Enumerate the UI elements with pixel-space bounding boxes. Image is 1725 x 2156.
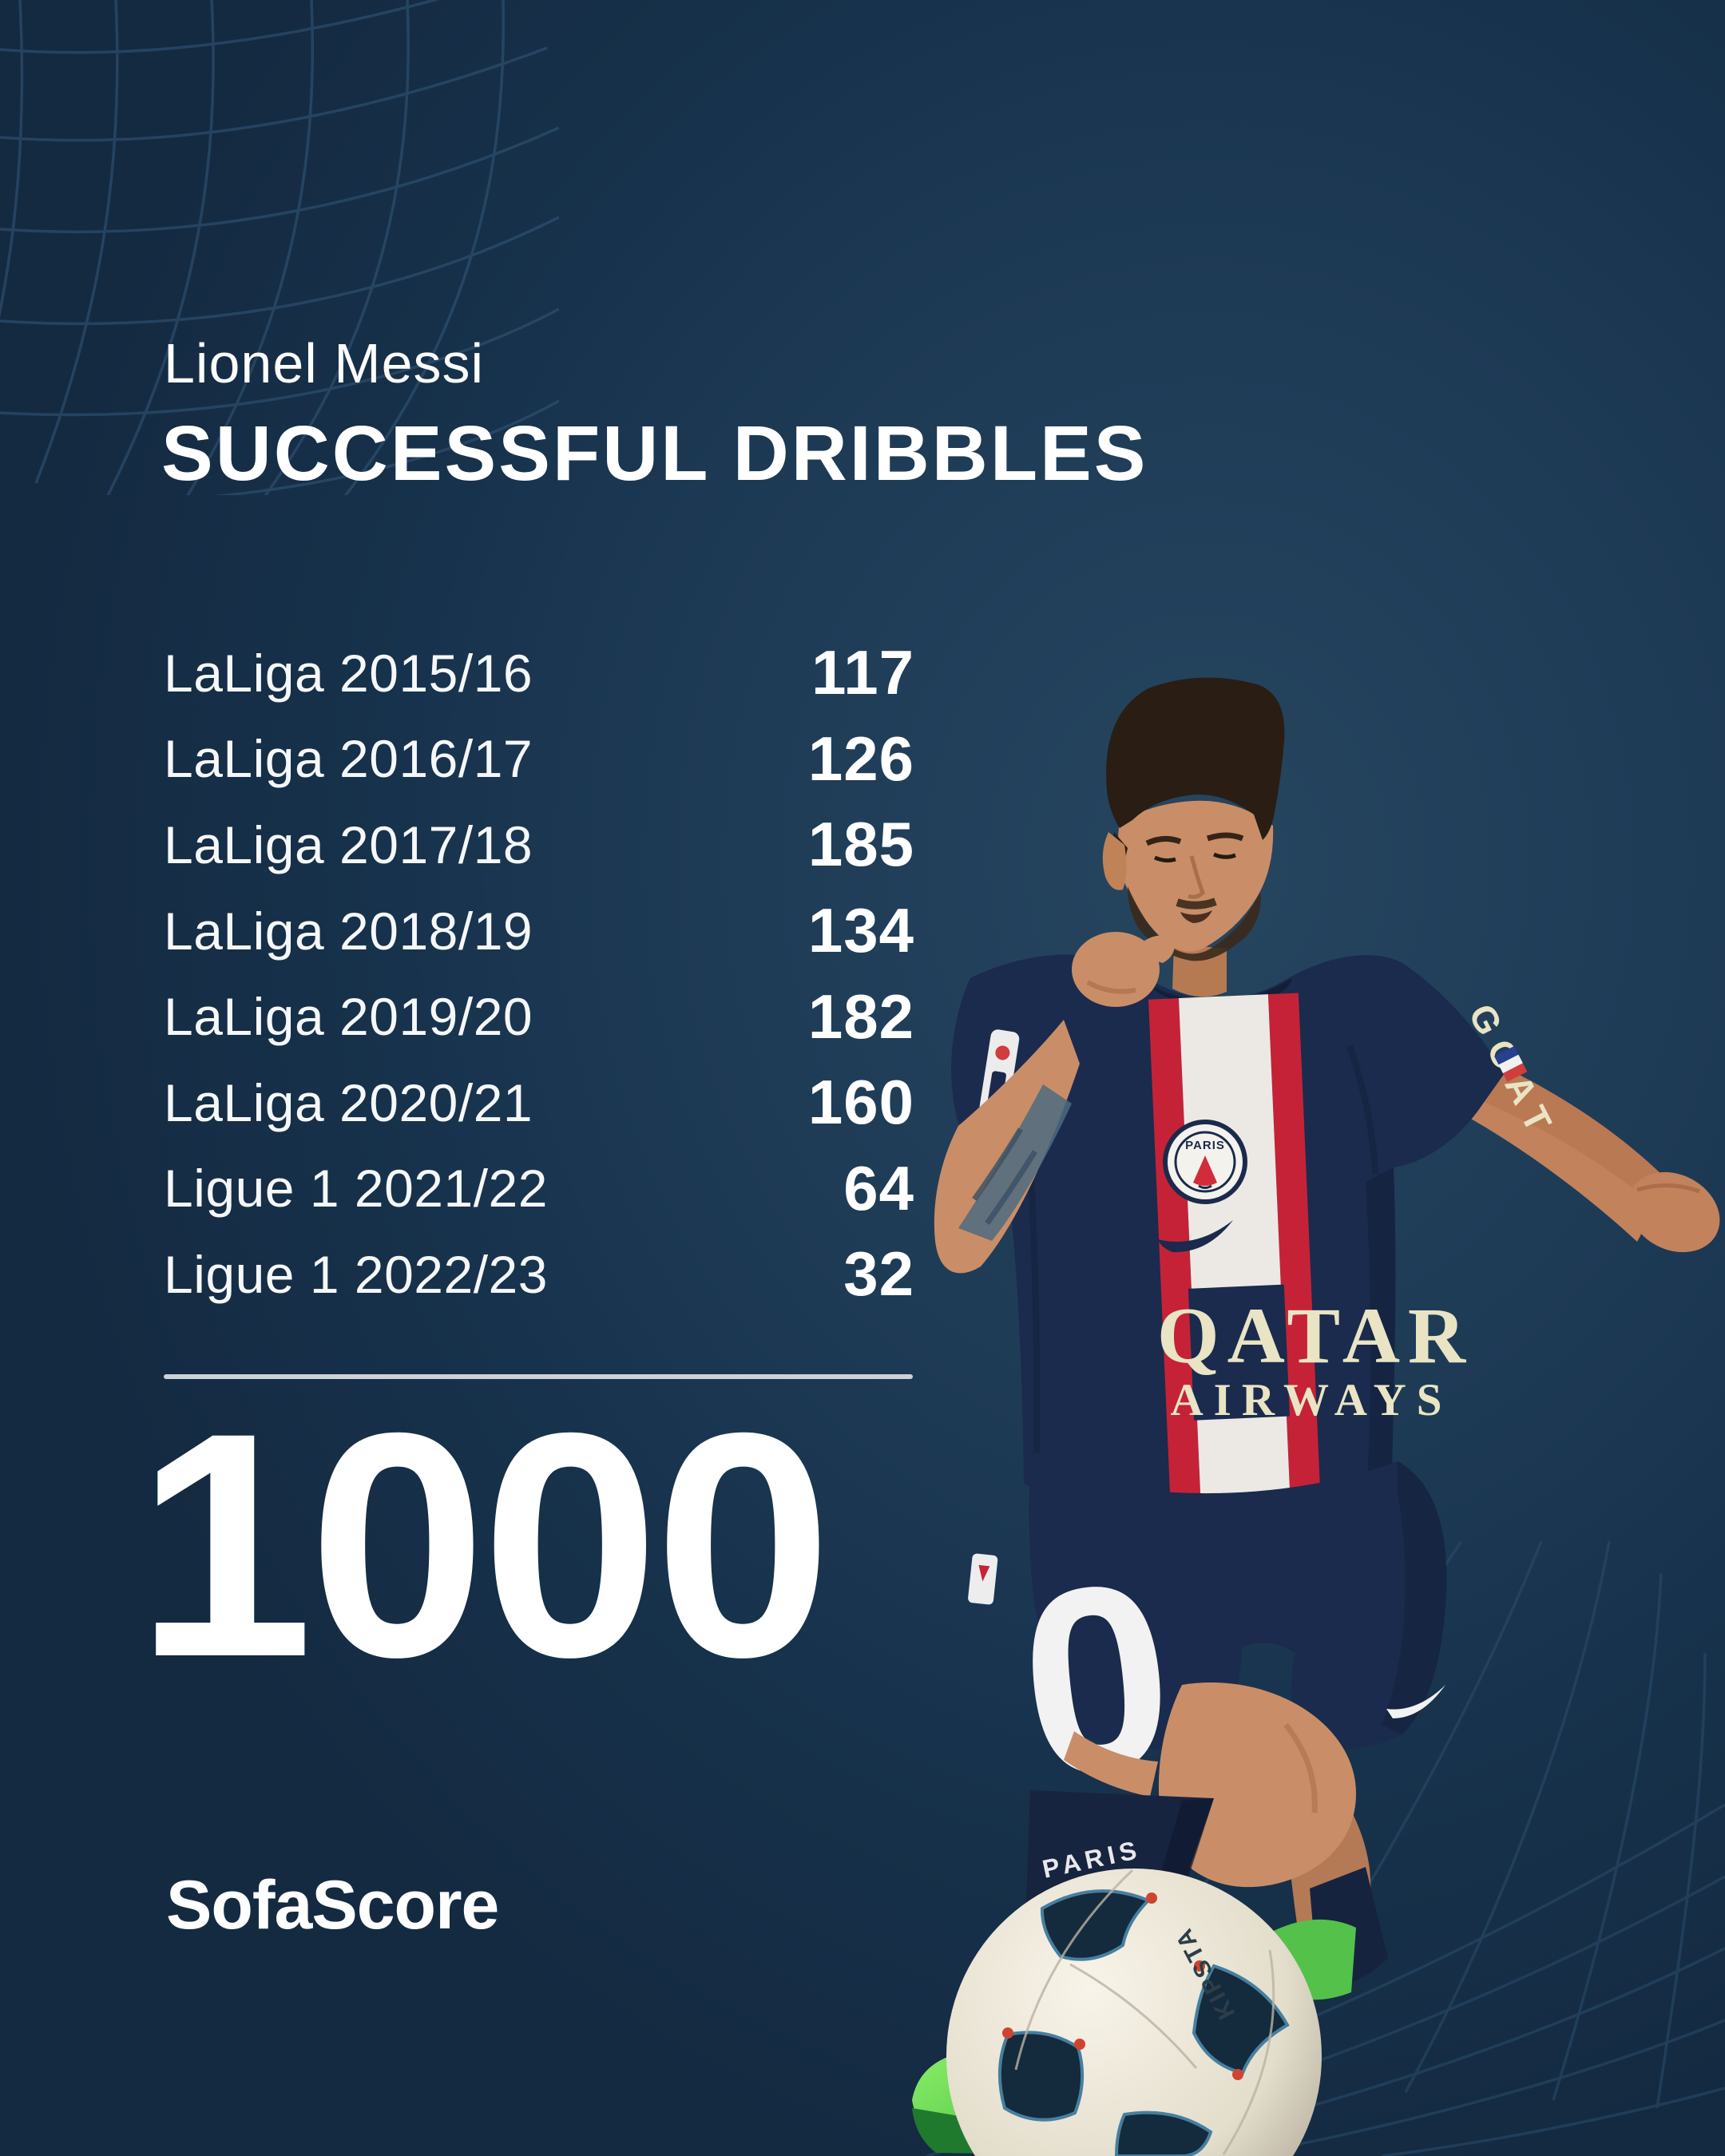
shorts-swoosh-icon (1386, 1685, 1445, 1718)
nike-swoosh-icon (1158, 1220, 1233, 1253)
season-value: 64 (843, 1152, 914, 1223)
shorts-crest-patch (968, 1553, 998, 1605)
crest-paris-text: PARIS (1185, 1139, 1225, 1152)
jersey-sponsor-line2: AIRWAYS (1171, 1375, 1453, 1425)
season-value: 126 (807, 723, 914, 794)
season-label: LaLiga 2020/21 (164, 1072, 533, 1132)
season-value: 134 (807, 895, 914, 966)
season-value: 117 (811, 637, 914, 708)
season-value: 32 (843, 1239, 914, 1310)
season-label: Ligue 1 2021/22 (164, 1159, 548, 1219)
player-head (1102, 677, 1285, 997)
table-row: LaLiga 2020/21 160 (164, 1060, 914, 1146)
season-value: 182 (807, 981, 914, 1052)
total-dribbles: 1000 (136, 1366, 832, 1723)
left-arm (934, 932, 1175, 1274)
soccer-ball: KIPSTA (946, 1869, 1322, 2156)
table-row: LaLiga 2015/16 117 (164, 630, 914, 716)
stats-table: LaLiga 2015/16 117 LaLiga 2016/17 126 La… (164, 630, 914, 1318)
total-divider-line (164, 1374, 913, 1379)
table-row: LaLiga 2016/17 126 (164, 716, 914, 803)
season-label: LaLiga 2015/16 (164, 643, 533, 703)
psg-crest: PARIS (1163, 1120, 1247, 1204)
page-title: SUCCESSFUL DRIBBLES (161, 410, 1148, 497)
shorts: 0 (968, 1461, 1447, 1833)
table-row: Ligue 1 2022/23 32 (164, 1231, 914, 1318)
season-value: 185 (807, 809, 914, 880)
player-name: Lionel Messi (164, 332, 485, 394)
season-label: Ligue 1 2022/23 (164, 1244, 548, 1304)
table-row: LaLiga 2019/20 182 (164, 973, 914, 1060)
season-label: LaLiga 2019/20 (164, 987, 533, 1047)
right-arm (1469, 1062, 1720, 1253)
messi-photo: PARIS QATAR AIRWAYS GOAT (912, 677, 1720, 2156)
shorts-number: 0 (1009, 1525, 1185, 1833)
season-label: LaLiga 2018/19 (164, 901, 533, 961)
table-row: Ligue 1 2021/22 64 (164, 1146, 914, 1232)
jersey: PARIS QATAR AIRWAYS GOAT (951, 954, 1565, 1531)
sofascore-logo: SofaScore (166, 1867, 499, 1944)
jersey-sponsor-line1: QATAR (1157, 1291, 1473, 1380)
table-row: LaLiga 2018/19 134 (164, 888, 914, 974)
season-value: 160 (807, 1067, 914, 1138)
season-label: LaLiga 2016/17 (164, 729, 533, 789)
table-row: LaLiga 2017/18 185 (164, 802, 914, 888)
season-label: LaLiga 2017/18 (164, 814, 533, 874)
french-flag-patch (1494, 1046, 1528, 1082)
